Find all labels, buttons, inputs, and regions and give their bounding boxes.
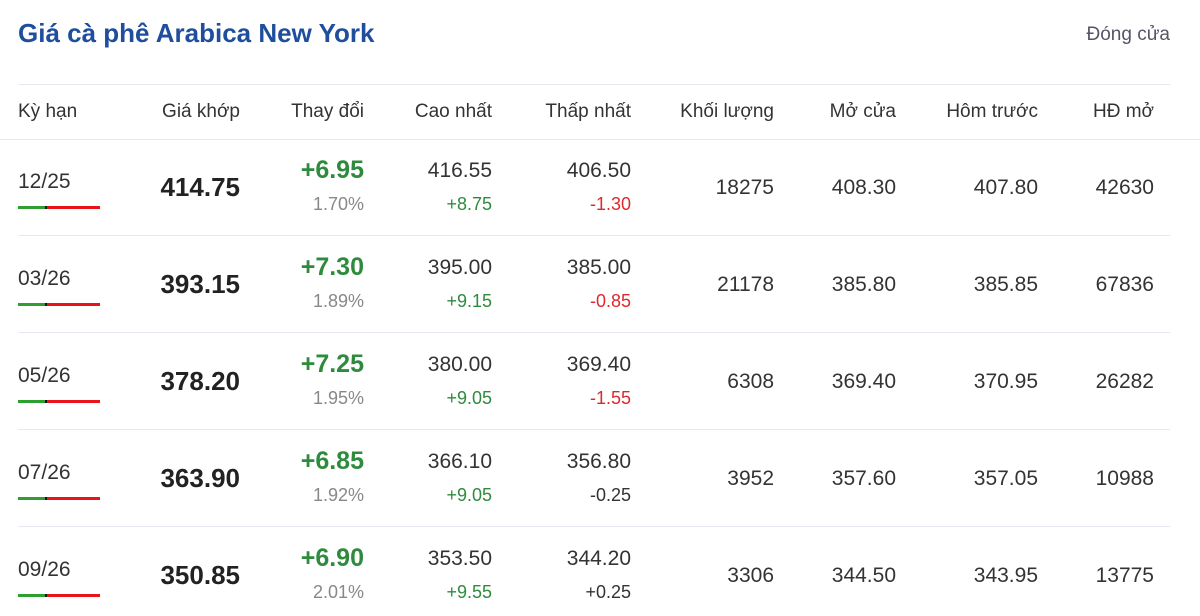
table-row[interactable]: 07/26 363.90 +6.85 1.92% 366.10 +9.05 35… [0,431,1200,527]
low-change: -1.55 [589,388,631,408]
high-change: +9.05 [446,485,492,505]
term: 09/26 [18,558,71,581]
range-fill [18,594,48,597]
high: 366.10 [427,450,492,473]
col-prev: Hôm trước [946,101,1038,122]
low: 406.50 [566,159,631,182]
prev-close: 407.80 [973,176,1038,199]
table-row[interactable]: 09/26 350.85 +6.90 2.01% 353.50 +9.55 34… [0,528,1200,616]
page-title: Giá cà phê Arabica New York [18,18,375,48]
prev-close: 370.95 [973,370,1038,393]
term: 07/26 [18,461,71,484]
change: +6.85 [300,447,364,475]
range-fill [18,303,48,306]
change: +7.30 [300,253,364,281]
term: 12/25 [18,170,71,193]
row-divider [18,429,1170,430]
change-percent: 1.70% [312,194,364,214]
last-price: 363.90 [160,463,240,493]
row-divider [18,235,1170,236]
table-row[interactable]: 12/25 414.75 +6.95 1.70% 416.55 +8.75 40… [0,140,1200,236]
change-percent: 1.95% [312,388,364,408]
change: +6.90 [300,544,364,572]
prev-close: 343.95 [973,564,1038,587]
table-header: Kỳ hạn Giá khớp Thay đổi Cao nhất Thấp n… [0,85,1200,140]
change-percent: 1.89% [312,291,364,311]
low-change: +0.25 [585,582,631,602]
row-divider [18,332,1170,333]
low: 385.00 [566,256,631,279]
last-price: 393.15 [160,269,240,299]
market-status: Đóng cửa [1086,24,1171,45]
volume: 3306 [727,564,774,587]
open: 357.60 [831,467,896,490]
prev-close: 385.85 [973,273,1038,296]
table-row[interactable]: 03/26 393.15 +7.30 1.89% 395.00 +9.15 38… [0,237,1200,333]
term: 03/26 [18,267,71,290]
day-range-bar [18,400,100,403]
high-change: +8.75 [446,194,492,214]
high-change: +9.05 [446,388,492,408]
row-divider [18,526,1170,527]
table-row[interactable]: 05/26 378.20 +7.25 1.95% 380.00 +9.05 36… [0,334,1200,430]
last-price: 378.20 [160,366,240,396]
term: 05/26 [18,364,71,387]
open: 369.40 [831,370,896,393]
col-term: Kỳ hạn [18,101,78,122]
low: 356.80 [566,450,631,473]
high: 395.00 [427,256,492,279]
prev-close: 357.05 [973,467,1038,490]
range-fill [18,400,48,403]
last-price: 350.85 [160,560,240,590]
change-percent: 1.92% [312,485,364,505]
open-interest: 10988 [1095,467,1154,490]
high-change: +9.55 [446,582,492,602]
change: +6.95 [300,156,364,184]
low-change: -0.25 [589,485,631,505]
high: 380.00 [427,353,492,376]
high: 416.55 [427,159,492,182]
high-change: +9.15 [446,291,492,311]
col-open-interest: HĐ mở [1092,101,1154,122]
col-price: Giá khớp [162,101,240,122]
low: 344.20 [566,547,631,570]
change-percent: 2.01% [312,582,364,602]
col-open: Mở cửa [829,101,896,122]
col-high: Cao nhất [414,101,492,122]
low-change: -1.30 [589,194,631,214]
day-range-bar [18,303,100,306]
volume: 6308 [727,370,774,393]
volume: 18275 [715,176,774,199]
day-range-bar [18,497,100,500]
volume: 21178 [717,273,774,296]
change: +7.25 [300,350,364,378]
open-interest: 67836 [1095,273,1154,296]
open-interest: 26282 [1095,370,1154,393]
divider [18,84,1170,85]
volume: 3952 [727,467,774,490]
open: 385.80 [831,273,896,296]
open: 344.50 [831,564,896,587]
range-fill [18,206,48,209]
col-volume: Khối lượng [680,101,774,122]
col-low: Thấp nhất [545,101,631,122]
open-interest: 42630 [1095,176,1154,199]
low-change: -0.85 [589,291,631,311]
day-range-bar [18,206,100,209]
open-interest: 13775 [1095,564,1154,587]
range-fill [18,497,48,500]
high: 353.50 [427,547,492,570]
day-range-bar [18,594,100,597]
col-change: Thay đổi [291,101,364,122]
last-price: 414.75 [160,172,240,202]
low: 369.40 [566,353,631,376]
open: 408.30 [831,176,896,199]
